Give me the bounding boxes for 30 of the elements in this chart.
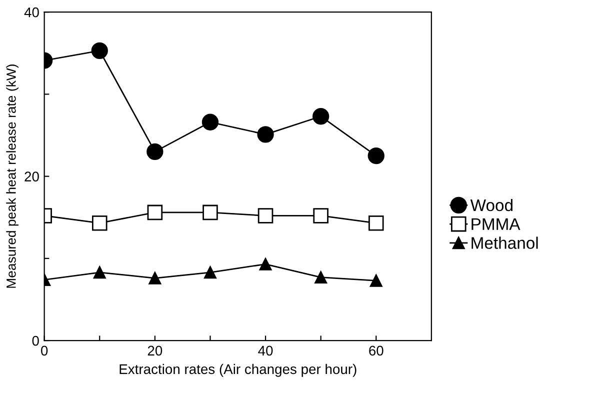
point — [259, 258, 272, 270]
point — [257, 126, 274, 143]
x-axis-title: Extraction rates (Air changes per hour) — [120, 364, 356, 377]
point — [202, 114, 219, 130]
point — [146, 143, 164, 160]
point — [202, 204, 218, 220]
point — [91, 42, 108, 60]
y-tick-label: 20 — [24, 172, 39, 182]
legend-label: Methanol — [472, 236, 538, 249]
point — [204, 266, 216, 279]
x-tick-label: 0 — [41, 346, 48, 356]
x-tick-label: 40 — [258, 346, 273, 356]
point — [148, 272, 162, 284]
legend-label: Wood — [470, 198, 512, 212]
point — [258, 208, 274, 224]
y-tick-label: 40 — [24, 7, 39, 18]
point — [368, 147, 384, 164]
x-tick-label: 60 — [369, 346, 384, 356]
point — [370, 274, 382, 287]
point — [313, 208, 328, 224]
x-tick-label: 20 — [148, 346, 162, 356]
y-axis-title: Measured peak heat release rate (kW) — [6, 64, 18, 288]
legend-label: PMMA — [472, 218, 520, 230]
point — [93, 266, 106, 279]
point — [92, 215, 108, 231]
point — [368, 215, 384, 231]
point — [314, 271, 328, 284]
point — [312, 108, 330, 125]
point — [147, 204, 163, 220]
y-tick-label: 0 — [32, 336, 39, 346]
